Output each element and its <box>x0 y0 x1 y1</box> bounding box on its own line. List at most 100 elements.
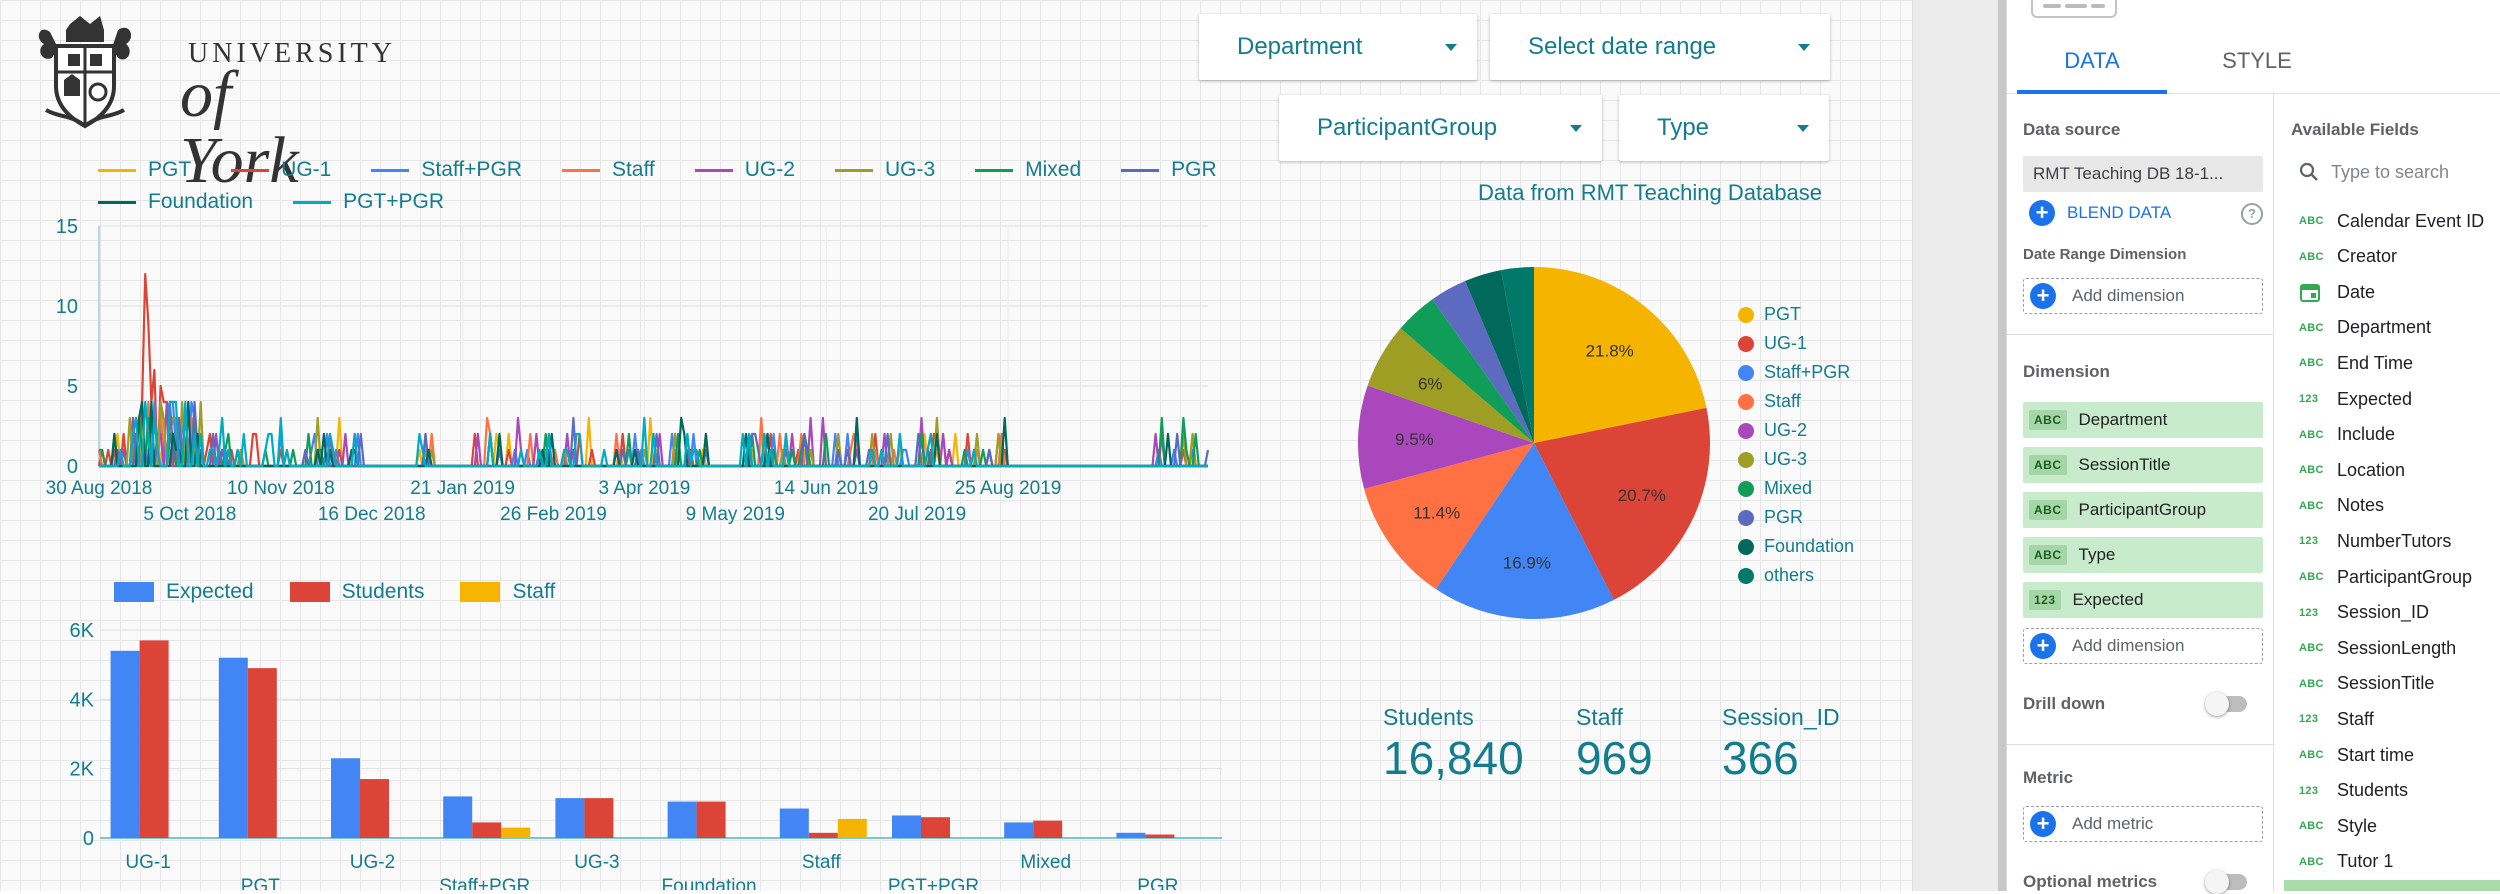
pie-slice[interactable] <box>1435 443 1614 619</box>
pie-chart[interactable]: 21.8% 20.7% 16.9% 11.4% 9.5% 6% <box>1350 260 1730 620</box>
legend-item[interactable]: PGT+PGR <box>293 190 444 214</box>
drill-down-toggle[interactable] <box>2205 692 2247 716</box>
available-field[interactable]: ABC Department <box>2299 310 2431 346</box>
line-chart[interactable]: 0 5 10 15 30 Aug 2018 10 Nov 2018 21 Jan 2019 3… <box>0 200 1240 580</box>
available-field[interactable]: ABC Start time <box>2299 737 2414 773</box>
legend-item[interactable]: UG-3 <box>1738 445 1854 474</box>
bar[interactable] <box>837 818 867 838</box>
add-date-range-dimension-button[interactable]: + Add dimension <box>2023 278 2263 314</box>
legend-item[interactable]: Staff+PGR <box>371 158 522 182</box>
dimension-chip[interactable]: ABC Type <box>2023 537 2263 573</box>
available-field[interactable]: 123 Students <box>2299 773 2408 809</box>
bar[interactable] <box>110 650 140 838</box>
available-field[interactable]: ABC Include <box>2299 417 2395 453</box>
pie-slice[interactable] <box>1400 299 1534 443</box>
bar[interactable] <box>555 798 585 838</box>
legend-item[interactable]: Foundation <box>1738 532 1854 561</box>
add-metric-button[interactable]: + Add metric <box>2023 806 2263 842</box>
available-field[interactable]: ABC Creator <box>2299 239 2397 275</box>
bar[interactable] <box>667 801 697 838</box>
bar[interactable] <box>808 832 838 838</box>
dimension-chip[interactable]: ABC SessionTitle <box>2023 447 2263 483</box>
available-field[interactable]: Date <box>2299 274 2375 310</box>
legend-item[interactable]: Staff <box>1738 387 1854 416</box>
panel-resize-handle[interactable] <box>1998 0 2006 891</box>
legend-item[interactable]: Expected <box>114 580 254 604</box>
bar[interactable] <box>1145 834 1175 838</box>
bar[interactable] <box>1116 832 1146 838</box>
search-input[interactable]: Type to search <box>2331 161 2450 182</box>
pie-slice[interactable] <box>1432 281 1534 443</box>
legend-item[interactable]: others <box>1738 561 1854 590</box>
available-field[interactable]: 123 Staff <box>2299 701 2374 737</box>
available-field[interactable]: ABC SessionTitle <box>2299 666 2434 702</box>
legend-item[interactable]: Foundation <box>98 190 253 214</box>
tab-data[interactable]: DATA <box>2017 28 2167 94</box>
bar[interactable] <box>696 801 726 838</box>
add-dimension-button[interactable]: + Add dimension <box>2023 628 2263 664</box>
bar[interactable] <box>247 668 277 838</box>
bar[interactable] <box>501 827 531 838</box>
department-filter[interactable]: Department <box>1199 14 1477 80</box>
legend-item[interactable]: PGR <box>1738 503 1854 532</box>
legend-item[interactable]: Mixed <box>975 158 1081 182</box>
bar-chart[interactable]: 0 2K 4K 6K UG-1 PGT UG-2 Staff+PGR UG-3 Foundatio… <box>0 600 1240 890</box>
pie-slice[interactable] <box>1367 328 1534 443</box>
legend-item[interactable]: PGT <box>98 158 191 182</box>
bar[interactable] <box>892 815 921 838</box>
legend-item[interactable]: Staff <box>460 580 555 604</box>
chart-type-button[interactable] <box>2031 0 2117 18</box>
available-field[interactable]: ABC Tutor 1 <box>2299 844 2393 880</box>
data-source-selector[interactable]: RMT Teaching DB 18-1... <box>2023 156 2263 192</box>
bar[interactable] <box>443 796 473 838</box>
legend-item[interactable]: Staff+PGR <box>1738 358 1854 387</box>
help-icon[interactable]: ? <box>2241 203 2263 225</box>
bar[interactable] <box>218 657 248 838</box>
optional-metrics-toggle[interactable] <box>2205 870 2247 894</box>
bar[interactable] <box>1033 820 1063 838</box>
blend-data-button[interactable]: + BLEND DATA <box>2029 200 2171 226</box>
available-field[interactable]: ABC SessionLength <box>2299 630 2456 666</box>
bar[interactable] <box>331 758 360 838</box>
bar[interactable] <box>360 779 389 838</box>
pie-slice[interactable] <box>1357 385 1534 489</box>
date-range-filter[interactable]: Select date range <box>1490 14 1830 80</box>
type-filter[interactable]: Type <box>1619 95 1829 161</box>
legend-item[interactable]: UG-2 <box>694 158 795 182</box>
legend-item[interactable]: UG-1 <box>1738 329 1854 358</box>
bar[interactable] <box>472 822 502 838</box>
dimension-chip[interactable]: 123 Expected <box>2023 582 2263 618</box>
dimension-chip[interactable]: ABC ParticipantGroup <box>2023 492 2263 528</box>
field-search[interactable]: Type to search <box>2299 156 2500 188</box>
legend-item[interactable]: Mixed <box>1738 474 1854 503</box>
pie-slice[interactable] <box>1534 267 1707 443</box>
available-field[interactable]: ABC ParticipantGroup <box>2299 559 2472 595</box>
legend-item[interactable]: Staff <box>561 158 655 182</box>
legend-item[interactable]: UG-2 <box>1738 416 1854 445</box>
bar[interactable] <box>779 808 809 838</box>
series-line[interactable] <box>99 400 1208 468</box>
pie-slice[interactable] <box>1465 270 1534 443</box>
bar[interactable] <box>921 817 950 838</box>
pie-slice[interactable] <box>1534 407 1710 600</box>
available-field[interactable]: 123 NumberTutors <box>2299 523 2451 559</box>
legend-item[interactable]: Students <box>289 580 424 604</box>
bar[interactable] <box>1004 822 1034 838</box>
legend-item[interactable]: PGR <box>1121 158 1217 182</box>
bar[interactable] <box>584 798 614 838</box>
available-field[interactable]: ABC End Time <box>2299 345 2413 381</box>
available-field[interactable]: ABC Style <box>2299 808 2377 844</box>
legend-item[interactable]: UG-1 <box>231 158 331 182</box>
pie-slice[interactable] <box>1364 443 1534 590</box>
available-field[interactable]: 123 Expected <box>2299 381 2412 417</box>
bar[interactable] <box>139 640 169 838</box>
legend-item[interactable]: UG-3 <box>834 158 935 182</box>
available-field[interactable]: ABC Calendar Event ID <box>2299 203 2484 239</box>
available-field[interactable]: ABC Notes <box>2299 488 2384 524</box>
participant-group-filter[interactable]: ParticipantGroup <box>1279 95 1602 161</box>
dimension-chip[interactable]: ABC Department <box>2023 402 2263 438</box>
legend-item[interactable]: PGT <box>1738 300 1854 329</box>
tab-style[interactable]: STYLE <box>2222 48 2292 73</box>
available-field[interactable]: 123 Session_ID <box>2299 595 2429 631</box>
pie-slice[interactable] <box>1501 267 1534 443</box>
